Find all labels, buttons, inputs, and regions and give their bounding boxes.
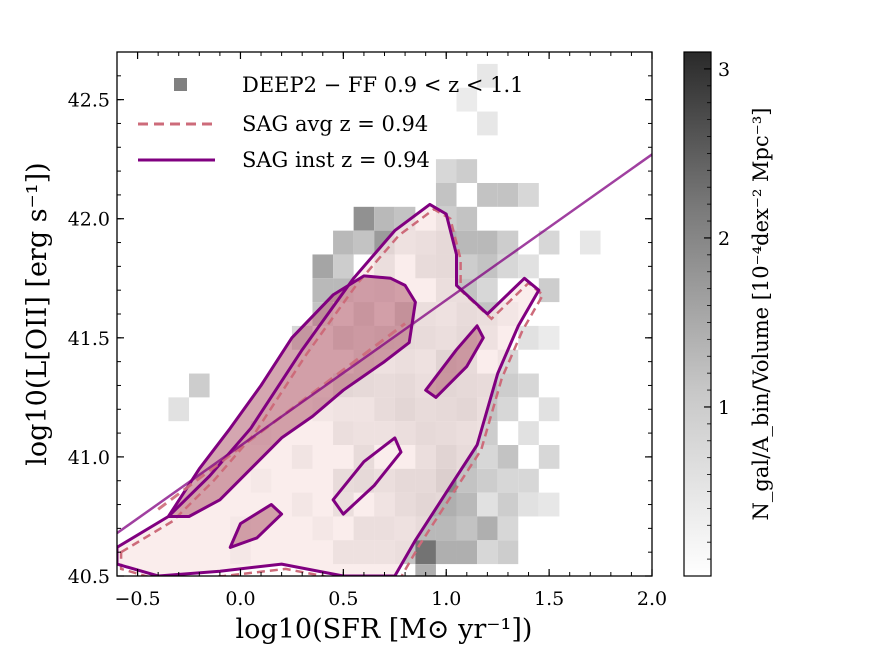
heatmap-cell — [435, 516, 457, 541]
heatmap-cell — [456, 492, 478, 517]
colorbar-gradient — [683, 51, 712, 577]
heatmap-cell — [353, 206, 375, 231]
heatmap-cell — [333, 254, 354, 279]
heatmap-cell — [497, 540, 519, 565]
contour-inst — [166, 274, 417, 518]
legend-marker-deep2 — [174, 78, 187, 91]
inst-relation-line — [117, 153, 652, 535]
heatmap-cell — [477, 516, 498, 541]
heatmap-cell — [497, 373, 519, 398]
heatmap-cell — [518, 492, 539, 517]
heatmap-cell — [477, 254, 498, 279]
heatmap-cell — [456, 87, 478, 112]
heatmap-cell — [538, 445, 560, 469]
heatmap-cell — [435, 540, 457, 565]
heatmap-cell — [497, 492, 519, 517]
contour-inst — [424, 324, 485, 399]
heatmap-cell — [456, 230, 478, 255]
heatmap-cell — [518, 468, 539, 493]
legend: DEEP2 − FF 0.9 < z < 1.1 SAG avg z = 0.9… — [138, 73, 524, 172]
contour-inst — [117, 202, 541, 576]
heatmap-cell — [538, 278, 560, 303]
heatmap-cell — [456, 516, 478, 541]
y-tick-label: 42.0 — [68, 209, 110, 231]
heatmap-cell — [168, 397, 190, 422]
contour-inst — [331, 436, 403, 516]
heatmap-cell — [312, 254, 334, 279]
heatmap-cell — [579, 230, 601, 255]
heatmap-cell — [189, 373, 210, 398]
legend-label-sag-inst: SAG inst z = 0.94 — [242, 148, 430, 172]
heatmap-cell — [477, 445, 498, 469]
heatmap-cell — [456, 540, 478, 565]
legend-label-deep2: DEEP2 − FF 0.9 < z < 1.1 — [242, 73, 524, 97]
legend-label-sag-avg: SAG avg z = 0.94 — [242, 112, 428, 136]
heatmap-cell — [538, 230, 560, 255]
colorbar-tick-label: 2 — [718, 228, 730, 250]
heatmap-cell — [353, 230, 375, 255]
x-tick-label: 1.0 — [431, 588, 461, 610]
heatmap-cell — [477, 63, 498, 88]
y-axis-ticks: 40.5 41.0 41.5 42.0 42.5 — [68, 75, 652, 588]
colorbar-label: N_gal/A_bin/Volume [10⁻⁴dex⁻² Mpc⁻³] — [749, 108, 773, 521]
heatmap-cell — [497, 468, 519, 493]
heatmap-cell — [518, 325, 539, 350]
x-axis-ticks: −0.5 0.0 0.5 1.0 1.5 2.0 — [115, 52, 667, 610]
heatmap-cell — [333, 230, 354, 255]
contour-inst — [228, 503, 284, 549]
heatmap-cell — [518, 183, 539, 207]
colorbar: 1 2 3 N_gal/A_bin/Volume [10⁻⁴dex⁻² Mpc⁻³] — [683, 51, 773, 577]
heatmap-cell — [477, 468, 498, 493]
heatmap-cell — [477, 230, 498, 255]
y-tick-label: 40.5 — [68, 566, 110, 588]
x-tick-label: 1.5 — [534, 588, 564, 610]
y-tick-label: 41.5 — [68, 328, 110, 350]
heatmap-cell — [518, 421, 539, 445]
heatmap-cell — [497, 230, 519, 255]
heatmap-cell — [477, 492, 498, 517]
heatmap-cell — [415, 564, 436, 576]
x-tick-label: 0.0 — [225, 588, 255, 610]
relation-lines — [117, 153, 652, 535]
y-tick-label: 41.0 — [68, 447, 110, 469]
heatmap-cell — [497, 516, 519, 541]
heatmap-cell — [456, 206, 478, 231]
heatmap-cell — [477, 183, 498, 207]
colorbar-tick-label: 3 — [718, 59, 730, 81]
heatmap-cell — [518, 254, 539, 279]
heatmap-cell — [374, 206, 395, 231]
heatmap-cell — [518, 373, 539, 398]
heatmap-cell — [497, 445, 519, 469]
heatmap-cell — [477, 278, 498, 303]
heatmap-cell — [497, 183, 519, 207]
heatmap-cell — [538, 325, 560, 350]
heatmap-cell — [538, 492, 560, 517]
heatmap-cell — [415, 540, 436, 565]
heatmap-cell — [312, 278, 334, 303]
heatmap-cell — [456, 159, 478, 183]
heatmap-cell — [435, 183, 457, 207]
heatmap-cell — [497, 254, 519, 279]
heatmap-cell — [497, 397, 519, 422]
y-tick-label: 42.5 — [68, 90, 110, 112]
heatmap-cell — [456, 254, 478, 279]
x-tick-label: 0.5 — [328, 588, 358, 610]
x-tick-label: 2.0 — [637, 588, 667, 610]
x-axis-label: log10(SFR [M⊙ yr⁻¹]) — [236, 614, 533, 645]
heatmap-cell — [477, 540, 498, 565]
heatmap-cell — [538, 397, 560, 422]
colorbar-ticks: 1 2 3 — [704, 59, 730, 560]
avg-relation-line — [157, 322, 406, 511]
colorbar-tick-label: 1 — [718, 397, 730, 419]
y-axis-label: log10(L[OII] [erg s⁻¹]) — [22, 162, 53, 465]
heatmap-cell — [456, 468, 478, 493]
heatmap-cell — [435, 159, 457, 183]
x-tick-label: −0.5 — [115, 588, 161, 610]
heatmap-cell — [477, 111, 498, 136]
